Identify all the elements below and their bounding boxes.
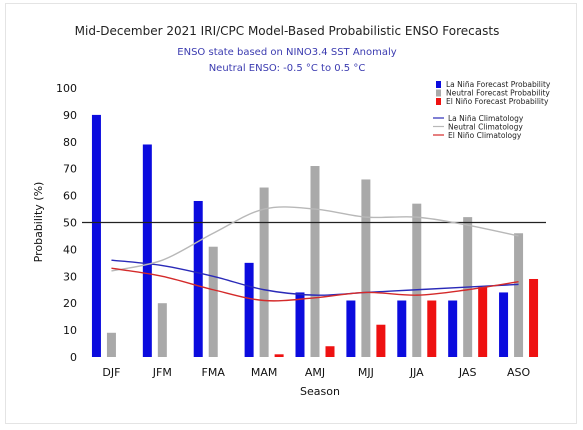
x-tick-label: MAM (251, 366, 278, 379)
legend-label: La Niña Forecast Probability (446, 80, 551, 89)
bar-el-nino (274, 354, 284, 357)
y-tick-label: 10 (63, 324, 77, 337)
x-tick-label: ASO (507, 366, 531, 379)
chart-title: Mid-December 2021 IRI/CPC Model-Based Pr… (75, 24, 500, 38)
legend-label: La Niña Climatology (448, 114, 524, 123)
y-tick-label: 90 (63, 109, 77, 122)
bar-neutral (106, 332, 116, 357)
neutral-climatology-line (111, 206, 519, 272)
y-tick-label: 40 (63, 243, 77, 256)
x-tick-label: JFM (152, 366, 172, 379)
bar-la-nina (142, 144, 152, 357)
bar-la-nina (499, 292, 509, 357)
y-axis-label: Probability (%) (32, 182, 45, 263)
bar-el-nino (427, 300, 437, 357)
bar-neutral (412, 203, 422, 357)
bar-el-nino (529, 278, 539, 357)
legend-label: Neutral Climatology (448, 123, 523, 132)
bar-la-nina (397, 300, 407, 357)
legend-swatch (436, 81, 441, 88)
legend-label: El Niño Climatology (448, 131, 522, 140)
x-tick-label: AMJ (305, 366, 325, 379)
chart-subtitle-line-1: ENSO state based on NINO3.4 SST Anomaly (177, 47, 396, 58)
bar-neutral (514, 233, 524, 357)
y-tick-label: 80 (63, 136, 77, 149)
x-tick-label: JAS (458, 366, 477, 379)
y-tick-label: 100 (56, 82, 77, 95)
bar-la-nina (244, 262, 254, 357)
el-nino-climatology-line (111, 267, 519, 302)
x-tick-label: FMA (202, 366, 226, 379)
bar-neutral (208, 246, 218, 357)
x-tick-label: MJJ (358, 366, 374, 379)
y-tick-label: 20 (63, 297, 77, 310)
chart-subtitle-line-2: Neutral ENSO: -0.5 °C to 0.5 °C (209, 63, 366, 74)
y-tick-label: 70 (63, 163, 77, 176)
y-tick-label: 0 (70, 351, 77, 364)
bar-la-nina (346, 300, 356, 357)
legend-swatch (436, 89, 441, 97)
bar-el-nino (325, 346, 335, 357)
x-tick-label: DJF (102, 366, 120, 379)
y-tick-label: 50 (63, 217, 77, 230)
bar-la-nina (448, 300, 458, 357)
la-nina-climatology-line (111, 259, 519, 296)
bar-neutral (361, 179, 371, 357)
bar-neutral (157, 303, 167, 357)
x-tick-label: JJA (409, 366, 424, 379)
legend-label: El Niño Forecast Probability (446, 97, 549, 106)
plot-area: 0 10 20 30 40 50 60 70 80 90 100 DJF JFM FMA MAM AMJ MJJ… (56, 82, 546, 379)
bar-neutral (259, 187, 269, 357)
legend-label: Neutral Forecast Probability (446, 89, 550, 98)
y-tick-label: 30 (63, 270, 77, 283)
y-tick-label: 60 (63, 190, 77, 203)
bar-la-nina (295, 292, 305, 357)
bar-neutral (310, 166, 320, 357)
bar-el-nino (478, 287, 488, 357)
chart-frame: Mid-December 2021 IRI/CPC Model-Based Pr… (5, 3, 577, 424)
bar-el-nino (376, 324, 386, 357)
bar-la-nina (91, 114, 101, 358)
bar-la-nina (193, 200, 203, 357)
enso-forecast-chart: Mid-December 2021 IRI/CPC Model-Based Pr… (32, 24, 551, 398)
legend-swatch (436, 98, 441, 105)
x-axis-label: Season (300, 385, 340, 398)
